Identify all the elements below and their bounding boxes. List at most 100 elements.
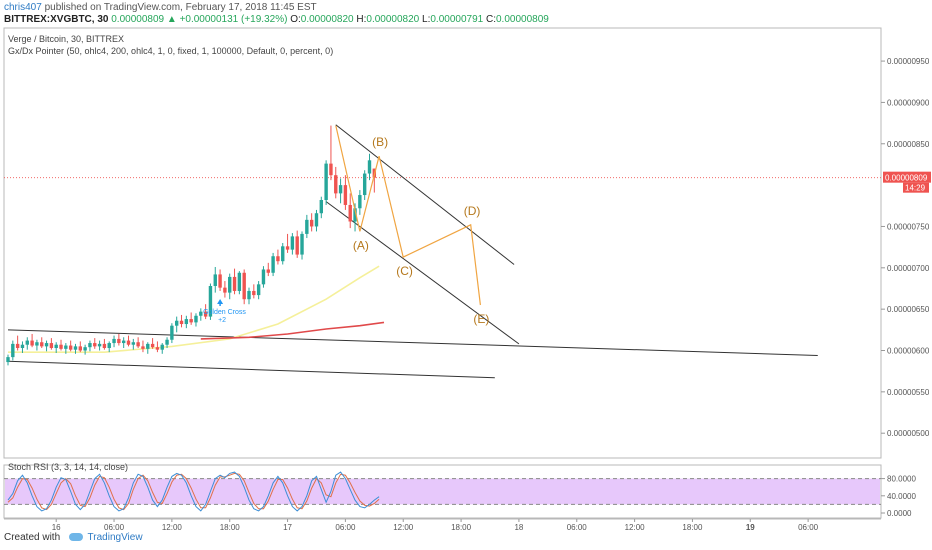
golden-cross-sub-label: +2 — [218, 317, 226, 324]
candle-down — [15, 343, 20, 349]
candle-up — [112, 338, 116, 344]
candle-up — [131, 342, 136, 345]
publish-line: chris407 published on TradingView.com, F… — [4, 2, 317, 13]
indicator-legend[interactable]: Gx/Dx Pointer (50, ohlc4, 200, ohlc4, 1,… — [8, 46, 334, 56]
pattern-point-label: (D) — [464, 204, 481, 218]
candle-down — [343, 185, 348, 205]
candle-down — [102, 343, 107, 349]
time-tick-label: 06:00 — [798, 523, 819, 532]
author-link[interactable]: chris407 — [4, 2, 42, 13]
time-tick-label: 06:00 — [104, 523, 125, 532]
candle-up — [165, 339, 169, 345]
candle-up — [11, 343, 15, 358]
candle-down — [242, 272, 246, 300]
pattern-zigzag — [335, 125, 481, 306]
candle-down — [295, 236, 299, 255]
time-tick-label: 18:00 — [220, 523, 241, 532]
ma-fast-line — [8, 265, 380, 354]
open-value: 0.00000820 — [300, 14, 354, 25]
tradingview-logo-icon — [68, 533, 83, 542]
candle-up — [228, 276, 232, 293]
time-tick-label: 06:00 — [335, 523, 356, 532]
rsi-band — [5, 478, 880, 505]
high-label: H: — [356, 14, 367, 25]
price-tick-label: 0.00000550 — [887, 388, 930, 397]
rsi-tick-label: 0.0000 — [887, 509, 912, 518]
candle-up — [338, 185, 343, 194]
candle-down — [252, 290, 256, 296]
price-tick-label: 0.00000650 — [887, 305, 930, 314]
high-value: 0.00000820 — [366, 14, 420, 25]
pattern-point-label: (B) — [372, 135, 388, 149]
candle-down — [93, 343, 97, 347]
created-with-text: Created with — [4, 532, 61, 543]
candle-up — [170, 325, 174, 340]
price-tick-label: 0.00000900 — [887, 98, 930, 107]
candle-up — [353, 208, 357, 222]
candle-down — [136, 342, 140, 347]
trendline — [7, 329, 818, 356]
candle-down — [276, 256, 280, 262]
trendline — [7, 360, 495, 379]
golden-cross-label: Golden Cross — [203, 309, 246, 316]
close-ohlc-value: 0.00000809 — [496, 14, 549, 25]
candle-down — [141, 346, 145, 349]
time-tick-label: 12:00 — [625, 523, 646, 532]
candle-down — [59, 344, 63, 349]
price-tick-label: 0.00000700 — [887, 264, 930, 273]
time-tick-label: 12:00 — [393, 523, 414, 532]
candle-up — [83, 347, 87, 351]
time-tick-label: 16 — [52, 523, 61, 532]
candle-up — [319, 200, 323, 214]
candle-up — [199, 311, 203, 316]
candle-down — [223, 287, 227, 293]
tradingview-brand[interactable]: TradingView — [87, 532, 143, 543]
candle-up — [300, 233, 304, 255]
candle-up — [35, 342, 39, 346]
candle-up — [73, 346, 78, 350]
candle-down — [40, 342, 44, 347]
price-tick-label: 0.00000750 — [887, 222, 930, 231]
stoch-rsi-legend[interactable]: Stoch RSI (3, 3, 14, 14, close) — [8, 462, 129, 472]
candle-down — [30, 340, 34, 346]
candle-up — [314, 213, 319, 227]
pattern-point-label: (E) — [473, 312, 489, 326]
price-tick-label: 0.00000950 — [887, 57, 930, 66]
change-value: +0.00000131 (+19.32%) — [179, 14, 288, 25]
candle-down — [266, 269, 270, 273]
candle-up — [261, 269, 266, 285]
candle-up — [107, 343, 111, 349]
ohlc-line: BITTREX:XVGBTC, 30 0.00000809 ▲ +0.00000… — [4, 14, 549, 25]
candle-up — [367, 160, 372, 174]
change-arrow-icon: ▲ — [166, 14, 177, 25]
current-price-label: 0.00000809 — [885, 174, 928, 183]
time-tick-label: 18:00 — [682, 523, 703, 532]
rsi-tick-label: 80.0000 — [887, 475, 916, 484]
candle-up — [88, 343, 92, 348]
candle-up — [54, 344, 58, 349]
candle-up — [146, 343, 150, 349]
price-tick-label: 0.00000600 — [887, 347, 930, 356]
price-pane — [3, 27, 882, 459]
rsi-tick-label: 40.0000 — [887, 492, 916, 501]
pattern-point-label: (C) — [396, 264, 413, 278]
candle-up — [247, 290, 251, 300]
candle-down — [150, 343, 155, 348]
close-value: 0.00000809 — [111, 14, 165, 25]
candle-up — [237, 272, 242, 291]
candle-up — [305, 219, 309, 234]
countdown-label: 14:29 — [905, 184, 926, 193]
candle-down — [309, 219, 314, 227]
time-tick-label: 19 — [746, 523, 755, 532]
candle-down — [49, 343, 54, 349]
candle-up — [281, 246, 285, 262]
candle-down — [218, 274, 222, 288]
candle-up — [208, 286, 213, 317]
candle-down — [78, 346, 82, 351]
candle-up — [97, 343, 102, 347]
candle-up — [160, 344, 164, 350]
low-value: 0.00000791 — [430, 14, 484, 25]
trendline — [335, 124, 515, 265]
candle-up — [362, 173, 367, 196]
